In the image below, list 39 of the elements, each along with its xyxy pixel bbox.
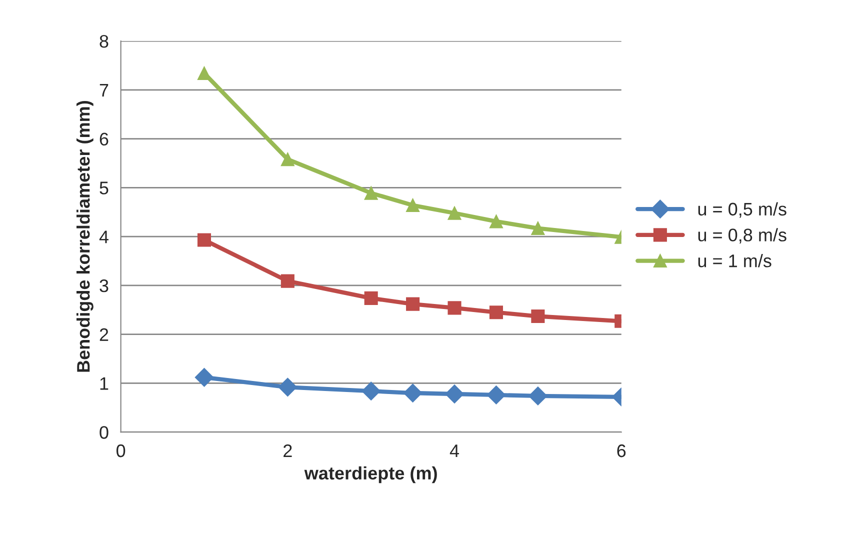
- x-axis-title: waterdiepte (m): [304, 466, 437, 484]
- point: [280, 152, 294, 166]
- legend-label: u = 0,8 m/s: [698, 228, 786, 244]
- point: [403, 384, 422, 402]
- point: [280, 274, 294, 288]
- point: [489, 306, 503, 320]
- y-tick-label: 4: [99, 230, 108, 244]
- x-tick-label: 0: [116, 444, 126, 458]
- point: [531, 309, 545, 324]
- y-tick-label: 0: [100, 426, 108, 439]
- y-tick-label: 6: [100, 132, 108, 146]
- point: [364, 186, 378, 200]
- point: [362, 382, 380, 400]
- point: [448, 206, 462, 220]
- point: [278, 378, 298, 397]
- point: [448, 301, 462, 315]
- x-tick-label: 4: [450, 444, 460, 458]
- y-axis-title: Benodigde korreldiameter (mm): [76, 101, 94, 372]
- point: [406, 297, 420, 311]
- point: [528, 386, 548, 406]
- point: [445, 384, 464, 404]
- point: [197, 233, 212, 247]
- legend-label: u = 0,5 m/s: [698, 202, 786, 218]
- y-tick-label: 3: [100, 279, 108, 292]
- x-tick-label: 2: [284, 444, 292, 458]
- y-tick-label: 2: [100, 328, 108, 341]
- point: [406, 198, 420, 212]
- y-tick-label: 5: [100, 182, 108, 194]
- y-tick-label: 8: [100, 34, 108, 48]
- point: [194, 368, 214, 387]
- point: [531, 221, 545, 236]
- point: [489, 214, 503, 228]
- y-tick-label: 1: [100, 377, 108, 390]
- legend-label: u = 1 m/s: [698, 254, 772, 268]
- point: [486, 386, 506, 404]
- x-tick-label: 6: [617, 444, 626, 458]
- point: [364, 291, 378, 305]
- point: [197, 66, 212, 80]
- y-tick-label: 7: [100, 84, 108, 96]
